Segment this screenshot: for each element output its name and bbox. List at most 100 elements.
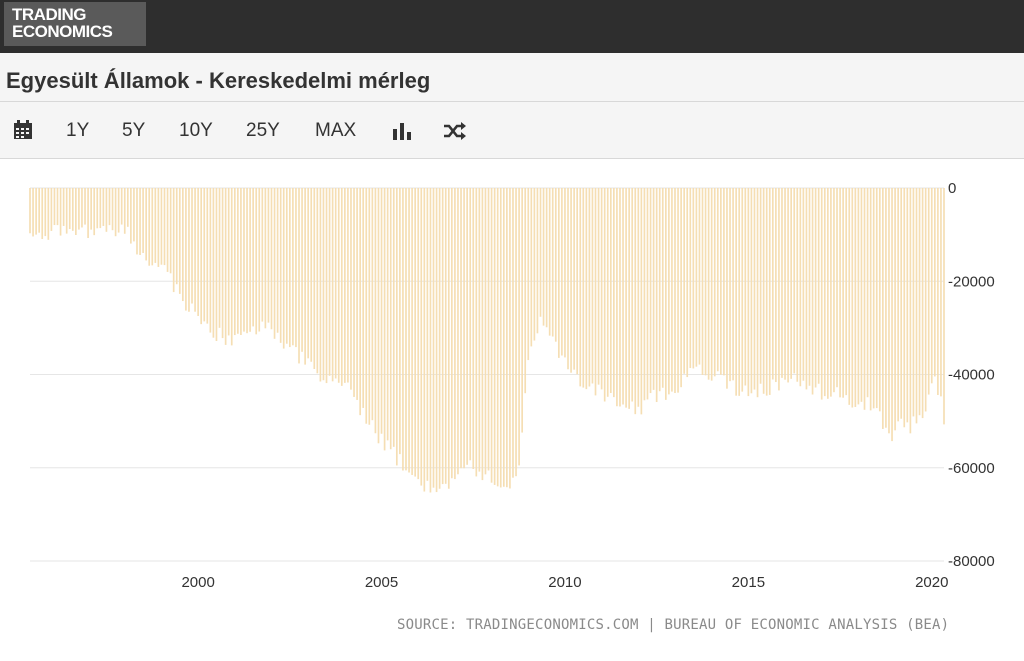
- bar: [447, 188, 450, 489]
- bar: [463, 188, 465, 469]
- chart-toolbar: 1Y 5Y 10Y 25Y MAX: [0, 102, 1024, 159]
- range-5y-button[interactable]: 5Y: [122, 120, 146, 141]
- bar: [426, 188, 429, 481]
- bar: [310, 188, 313, 362]
- bar: [726, 188, 728, 389]
- bar: [704, 188, 707, 376]
- bar: [499, 188, 502, 488]
- bar-chart-icon[interactable]: [392, 121, 412, 147]
- bar: [224, 188, 227, 345]
- bar: [481, 188, 484, 481]
- bar: [325, 188, 328, 384]
- bar: [490, 188, 493, 483]
- bar: [628, 188, 630, 409]
- bar: [258, 188, 261, 332]
- bar: [377, 188, 380, 444]
- bar: [603, 188, 606, 402]
- bar: [521, 188, 523, 433]
- bar: [392, 188, 395, 447]
- range-25y-button[interactable]: 25Y: [246, 120, 280, 141]
- bar: [423, 188, 426, 492]
- bar: [915, 188, 918, 424]
- bar: [432, 188, 435, 488]
- bar: [878, 188, 881, 412]
- bar: [359, 188, 361, 416]
- bar: [136, 188, 138, 255]
- bar: [827, 188, 829, 399]
- bar: [221, 188, 224, 339]
- bar: [771, 188, 774, 380]
- bar: [930, 188, 933, 384]
- bar: [557, 188, 560, 358]
- bar: [399, 188, 401, 455]
- bar: [637, 188, 640, 407]
- bar: [383, 188, 386, 451]
- bar: [784, 188, 786, 380]
- bar: [502, 188, 505, 487]
- bar: [738, 188, 741, 396]
- bar: [420, 188, 423, 486]
- bar: [81, 188, 83, 228]
- bar: [435, 188, 438, 493]
- bar: [796, 188, 799, 382]
- bar: [405, 188, 407, 471]
- bar: [71, 188, 74, 231]
- bar: [683, 188, 686, 374]
- bar: [35, 188, 37, 235]
- bar: [368, 188, 371, 425]
- bar: [943, 188, 945, 425]
- bar: [380, 188, 383, 434]
- bar: [32, 188, 34, 237]
- range-1y-button[interactable]: 1Y: [66, 120, 90, 141]
- bar: [414, 188, 417, 477]
- bar: [154, 188, 157, 263]
- bar: [218, 188, 221, 328]
- bar: [126, 188, 129, 227]
- bar: [729, 188, 731, 382]
- bar: [230, 188, 233, 346]
- bar: [713, 188, 716, 377]
- bar: [90, 188, 92, 230]
- bar: [545, 188, 548, 328]
- bar: [903, 188, 906, 428]
- bar: [646, 188, 649, 400]
- bar: [710, 188, 713, 381]
- bar: [331, 188, 334, 382]
- bar: [609, 188, 612, 394]
- bar: [655, 188, 658, 403]
- bar: [753, 188, 756, 390]
- bar: [389, 188, 392, 450]
- bar: [237, 188, 239, 334]
- bar: [869, 188, 872, 411]
- bar: [313, 188, 316, 369]
- top-bar: TRADING ECONOMICS: [0, 0, 1024, 53]
- bar: [444, 188, 447, 484]
- bar: [823, 188, 826, 397]
- bar: [108, 188, 111, 226]
- bar: [87, 188, 89, 239]
- shuffle-icon[interactable]: [443, 121, 467, 147]
- bar: [209, 188, 212, 333]
- bar: [340, 188, 343, 386]
- bar: [105, 188, 108, 232]
- bar: [374, 188, 377, 434]
- bar: [145, 188, 147, 261]
- bar: [509, 188, 511, 489]
- calendar-icon[interactable]: [13, 120, 33, 146]
- bar: [227, 188, 230, 336]
- bar: [857, 188, 860, 405]
- bar: [484, 188, 487, 475]
- bar: [411, 188, 413, 475]
- bar: [130, 188, 132, 244]
- bar: [701, 188, 704, 375]
- bar: [166, 188, 169, 272]
- bar: [817, 188, 820, 384]
- bar: [588, 188, 591, 387]
- bar: [668, 188, 670, 395]
- bar: [451, 188, 453, 479]
- brand-logo[interactable]: TRADING ECONOMICS: [4, 2, 146, 46]
- range-10y-button[interactable]: 10Y: [179, 120, 213, 141]
- bar: [252, 188, 254, 327]
- range-max-button[interactable]: MAX: [315, 120, 357, 141]
